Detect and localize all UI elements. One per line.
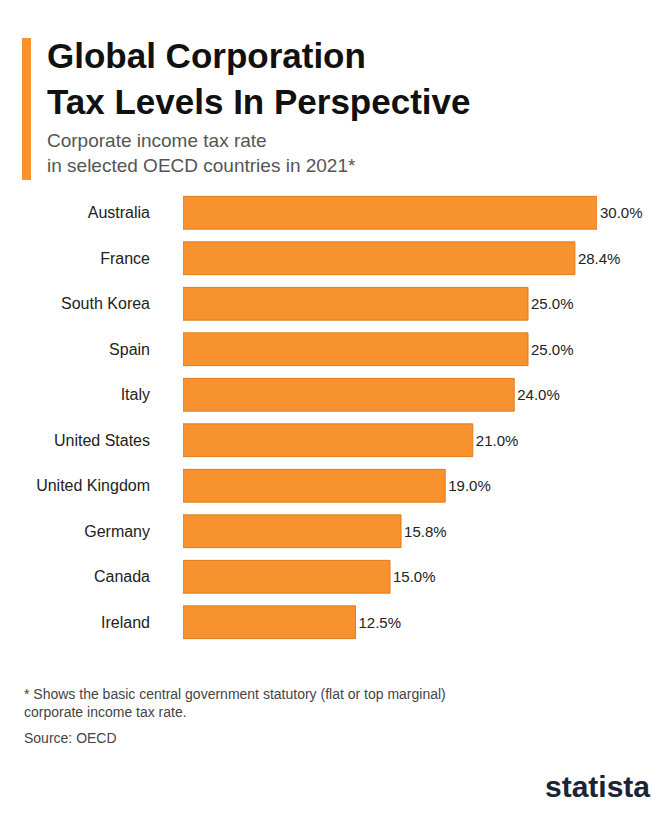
svg-text:Canada: Canada <box>94 568 150 585</box>
svg-text:France: France <box>100 250 150 267</box>
svg-text:Source: OECD: Source: OECD <box>24 730 117 746</box>
svg-text:Australia: Australia <box>88 204 150 221</box>
svg-text:Global CorporationTax Levels I: Global CorporationTax Levels In Perspect… <box>47 36 470 121</box>
svg-text:Ireland: Ireland <box>101 614 150 631</box>
svg-text:19.0%: 19.0% <box>448 477 491 494</box>
svg-text:Italy: Italy <box>121 386 150 403</box>
svg-text:30.0%: 30.0% <box>600 204 643 221</box>
svg-text:21.0%: 21.0% <box>476 432 519 449</box>
svg-text:Spain: Spain <box>109 341 150 358</box>
svg-text:Corporate income tax ratein se: Corporate income tax ratein selected OEC… <box>47 130 356 176</box>
svg-text:24.0%: 24.0% <box>517 386 560 403</box>
svg-text:United States: United States <box>54 432 150 449</box>
svg-text:25.0%: 25.0% <box>531 295 574 312</box>
svg-text:25.0%: 25.0% <box>531 341 574 358</box>
svg-text:United Kingdom: United Kingdom <box>36 477 150 494</box>
svg-text:* Shows the basic central gove: * Shows the basic central government sta… <box>24 686 446 720</box>
svg-text:South Korea: South Korea <box>61 295 150 312</box>
svg-text:Germany: Germany <box>84 523 150 540</box>
svg-text:28.4%: 28.4% <box>578 250 621 267</box>
svg-text:15.0%: 15.0% <box>393 568 436 585</box>
svg-text:12.5%: 12.5% <box>359 614 402 631</box>
svg-text:15.8%: 15.8% <box>404 523 447 540</box>
svg-text:statista: statista <box>545 770 650 803</box>
